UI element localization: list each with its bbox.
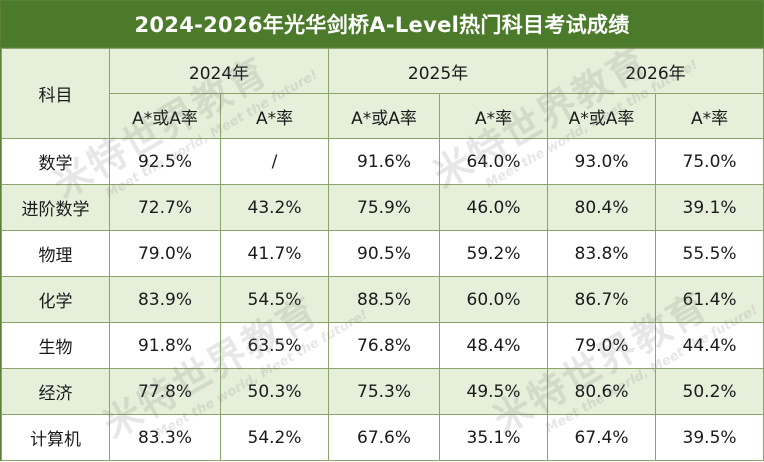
subject-cell: 数学 [1, 138, 110, 185]
value-cell: 50.3% [219, 368, 330, 415]
value-cell: 83.3% [109, 414, 221, 461]
value-cell: 86.7% [547, 276, 657, 323]
subject-cell: 进阶数学 [1, 184, 110, 231]
year-header-2026: 2026年 [547, 48, 764, 94]
col-header-astar-a-2026: A*或A率 [547, 93, 657, 139]
value-cell: 54.5% [219, 276, 330, 323]
value-cell: 41.7% [219, 230, 330, 277]
year-header-2024: 2024年 [108, 48, 330, 94]
value-cell: / [219, 138, 330, 185]
value-cell: 54.2% [219, 414, 330, 461]
value-cell: 83.9% [109, 276, 221, 323]
subject-cell: 经济 [1, 368, 110, 415]
table-row: 进阶数学 72.7% 43.2% 75.9% 46.0% 80.4% 39.1% [1, 184, 764, 231]
subject-cell: 生物 [1, 322, 110, 369]
value-cell: 46.0% [439, 184, 549, 231]
col-header-astar-2025: A*率 [439, 93, 549, 139]
table-row: 生物 91.8% 63.5% 76.8% 48.4% 79.0% 44.4% [1, 322, 764, 369]
value-cell: 35.1% [439, 414, 549, 461]
col-header-astar-2024: A*率 [219, 93, 330, 139]
col-header-astar-a-2025: A*或A率 [328, 93, 441, 139]
value-cell: 72.7% [109, 184, 221, 231]
value-cell: 83.8% [547, 230, 657, 277]
value-cell: 92.5% [109, 138, 221, 185]
value-cell: 63.5% [219, 322, 330, 369]
value-cell: 48.4% [439, 322, 549, 369]
col-header-astar-a-2024: A*或A率 [109, 93, 221, 139]
value-cell: 67.4% [547, 414, 657, 461]
value-cell: 64.0% [439, 138, 549, 185]
value-cell: 39.1% [655, 184, 764, 231]
table-title: 2024-2026年光华剑桥A-Level热门科目考试成绩 [1, 1, 763, 48]
value-cell: 75.9% [328, 184, 441, 231]
subject-cell: 化学 [1, 276, 110, 323]
value-cell: 59.2% [439, 230, 549, 277]
table-row: 计算机 83.3% 54.2% 67.6% 35.1% 67.4% 39.5% [1, 414, 764, 461]
value-cell: 61.4% [655, 276, 764, 323]
value-cell: 80.4% [547, 184, 657, 231]
value-cell: 75.0% [655, 138, 764, 185]
value-cell: 50.2% [655, 368, 764, 415]
value-cell: 60.0% [439, 276, 549, 323]
score-table: 科目 2024年 2025年 2026年 A*或A率 A*率 A*或A率 A*率… [1, 48, 764, 461]
value-cell: 43.2% [219, 184, 330, 231]
value-cell: 67.6% [328, 414, 441, 461]
value-cell: 49.5% [439, 368, 549, 415]
value-cell: 39.5% [655, 414, 764, 461]
value-cell: 93.0% [547, 138, 657, 185]
table-row: 数学 92.5% / 91.6% 64.0% 93.0% 75.0% [1, 138, 764, 185]
value-cell: 79.0% [109, 230, 221, 277]
subject-cell: 计算机 [1, 414, 110, 461]
value-cell: 77.8% [109, 368, 221, 415]
value-cell: 55.5% [655, 230, 764, 277]
subject-header: 科目 [1, 48, 110, 139]
col-header-astar-2026: A*率 [655, 93, 764, 139]
value-cell: 79.0% [547, 322, 657, 369]
value-cell: 76.8% [328, 322, 441, 369]
value-cell: 91.6% [328, 138, 441, 185]
table-row: 经济 77.8% 50.3% 75.3% 49.5% 80.6% 50.2% [1, 368, 764, 415]
table-row: 物理 79.0% 41.7% 90.5% 59.2% 83.8% 55.5% [1, 230, 764, 277]
value-cell: 80.6% [547, 368, 657, 415]
value-cell: 90.5% [328, 230, 441, 277]
subject-cell: 物理 [1, 230, 110, 277]
value-cell: 75.3% [328, 368, 441, 415]
value-cell: 88.5% [328, 276, 441, 323]
table-row: 化学 83.9% 54.5% 88.5% 60.0% 86.7% 61.4% [1, 276, 764, 323]
value-cell: 91.8% [109, 322, 221, 369]
year-header-2025: 2025年 [328, 48, 549, 94]
value-cell: 44.4% [655, 322, 764, 369]
